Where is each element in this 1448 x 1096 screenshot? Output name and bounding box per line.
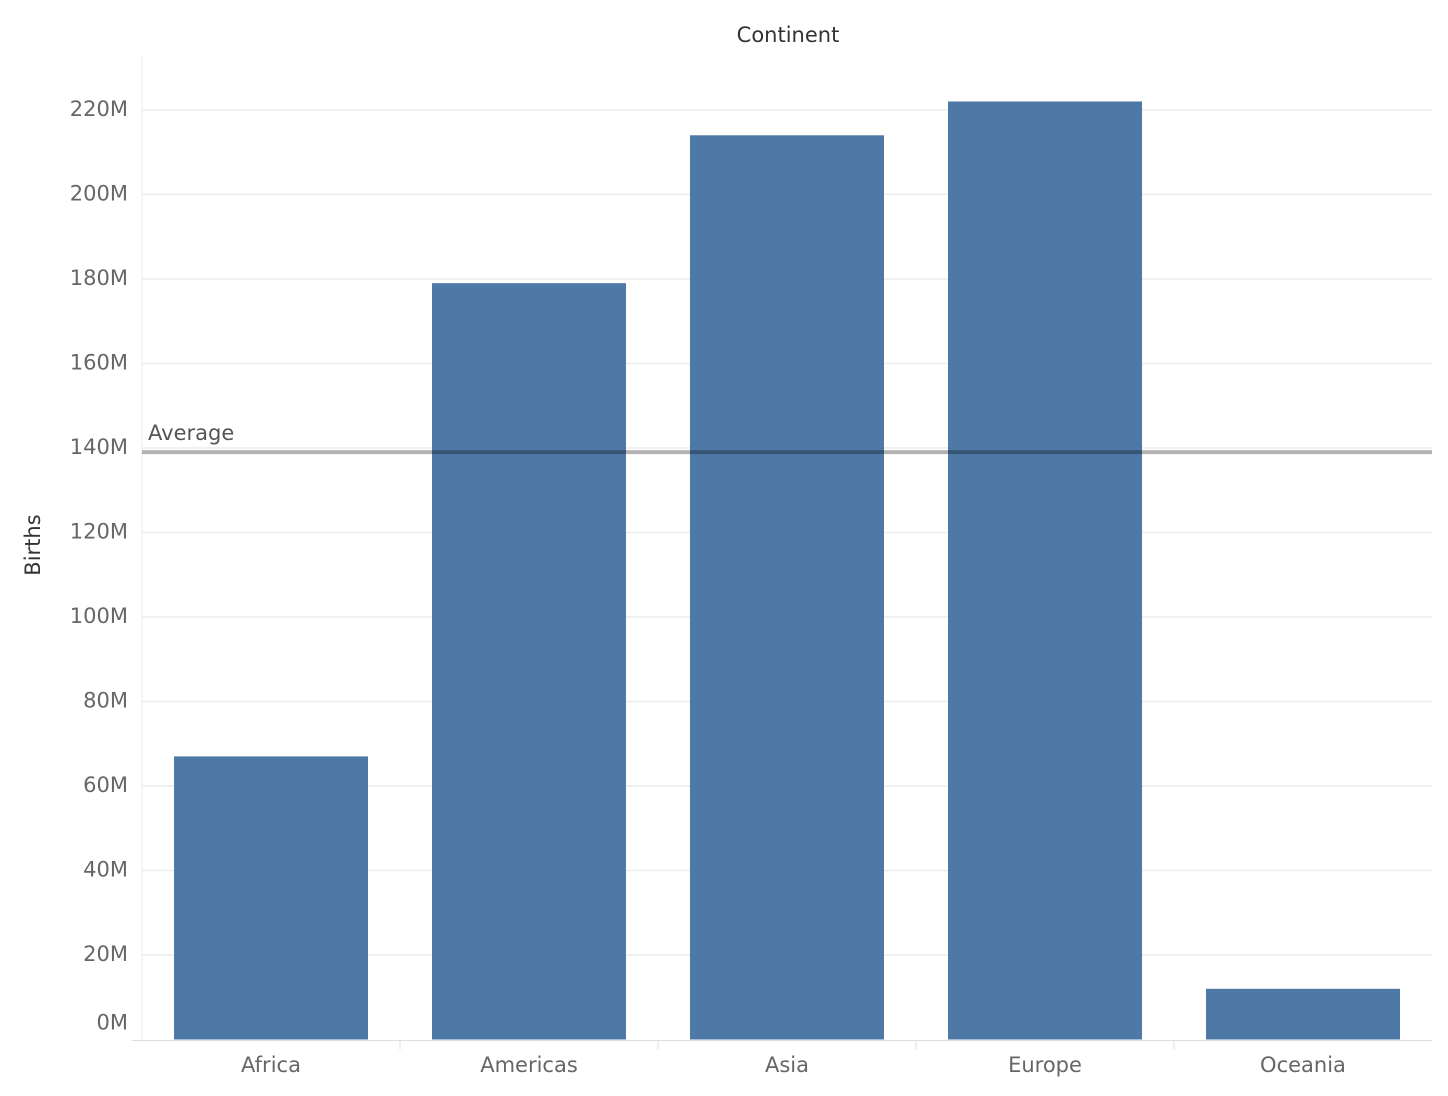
y-tick-label: 200M [70,181,128,205]
bar [432,283,626,1040]
x-tick-label: Americas [480,1053,578,1077]
x-tick-label: Africa [241,1053,301,1077]
y-tick-label: 60M [83,773,128,797]
y-tick-label: 180M [70,266,128,290]
y-tick-label: 160M [70,350,128,374]
bar [690,135,884,1040]
bar [174,756,368,1040]
x-tick-label: Asia [765,1053,809,1077]
chart-title: Continent [737,23,840,47]
y-tick-label: 0M [97,1011,128,1035]
y-axis-label: Births [21,514,45,575]
y-tick-label: 220M [70,97,128,121]
y-tick-label: 140M [70,435,128,459]
reference-label: Average [148,421,234,445]
y-tick-label: 120M [70,519,128,543]
x-tick-label: Europe [1008,1053,1082,1077]
x-tick-label: Oceania [1260,1053,1346,1077]
y-tick-label: 80M [83,688,128,712]
bar [948,101,1142,1040]
y-tick-label: 40M [83,857,128,881]
y-tick-label: 20M [83,942,128,966]
bar [1206,988,1400,1040]
y-tick-label: 100M [70,604,128,628]
